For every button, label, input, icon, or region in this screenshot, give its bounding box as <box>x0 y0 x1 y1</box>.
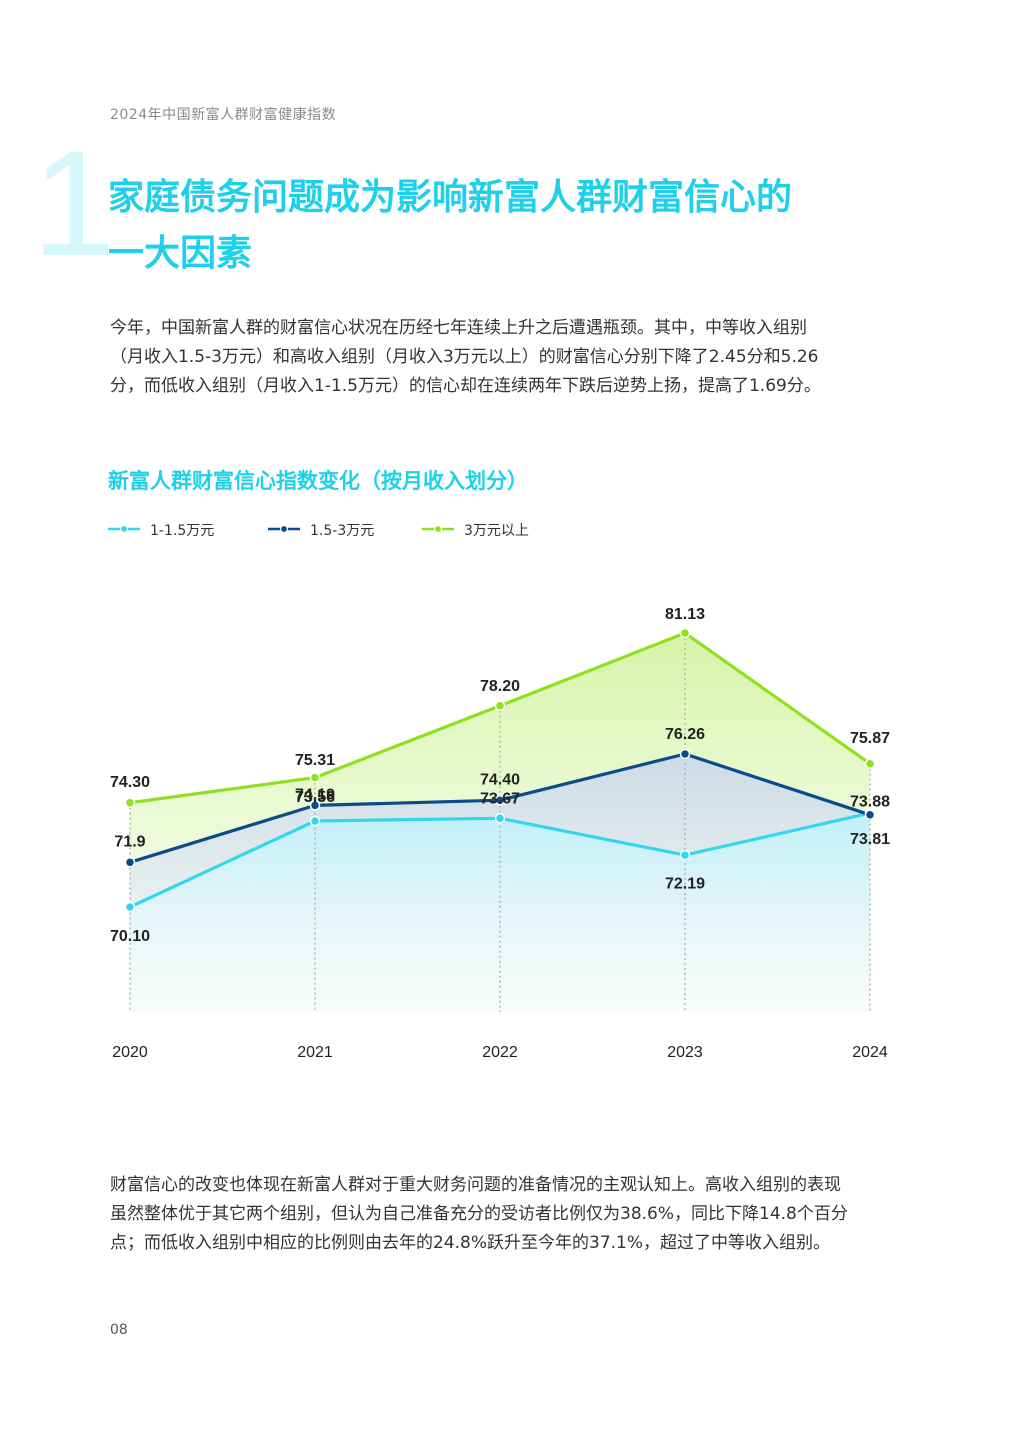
paragraph-line: 虽然整体优于其它两个组别，但认为自己准备充分的受访者比例仅为38.6%，同比下降… <box>110 1204 848 1224</box>
section-title-line-2: 一大因素 <box>108 233 253 274</box>
legend-label: 3万元以上 <box>464 523 529 539</box>
data-label: 75.31 <box>295 752 335 769</box>
x-tick-label: 2023 <box>667 1044 703 1061</box>
data-label: 78.20 <box>480 678 520 695</box>
data-point <box>679 627 691 639</box>
x-tick-label: 2024 <box>852 1044 888 1061</box>
data-label: 73.56 <box>295 789 335 806</box>
data-point <box>124 797 136 808</box>
data-point <box>679 849 691 861</box>
data-label: 71.9 <box>114 834 145 851</box>
x-tick-label: 2021 <box>297 1044 333 1061</box>
paragraph-line: 点；而低收入组别中相应的比例则由去年的24.8%跃升至今年的37.1%，超过了中… <box>110 1233 831 1253</box>
legend-marker-icon <box>108 524 140 534</box>
data-point <box>864 758 876 769</box>
section-title: 家庭债务问题成为影响新富人群财富信心的 一大因素 <box>108 170 908 282</box>
data-point <box>679 748 691 760</box>
data-label: 75.87 <box>850 730 890 747</box>
running-header: 2024年中国新富人群财富健康指数 <box>110 107 337 123</box>
data-point <box>494 794 506 806</box>
data-label: 73.81 <box>850 831 890 848</box>
chart-title: 新富人群财富信心指数变化（按月收入划分） <box>108 469 528 493</box>
paragraph-line: 财富信心的改变也体现在新富人群对于重大财务问题的准备情况的主观认知上。高收入组别… <box>110 1175 841 1195</box>
data-label: 72.19 <box>665 875 705 892</box>
data-point <box>309 815 321 827</box>
data-label: 74.30 <box>110 774 150 791</box>
section-number: 1 <box>32 119 116 287</box>
confidence-line-chart: 70.10 73.56 73.67 72.19 73.88 71.9 74.19 74.40 7… <box>110 606 890 1061</box>
legend-label: 1.5-3万元 <box>310 523 375 539</box>
data-label: 74.19 <box>295 787 335 804</box>
data-point <box>864 809 876 821</box>
page-number: 08 <box>110 1322 128 1338</box>
legend-marker-icon <box>268 524 300 534</box>
intro-paragraph: 今年，中国新富人群的财富信心状况在历经七年连续上升之后遭遇瓶颈。其中，中等收入组… <box>110 314 900 401</box>
data-label: 73.88 <box>850 793 890 810</box>
data-label: 74.40 <box>480 771 520 788</box>
data-point <box>309 800 321 811</box>
data-point <box>124 857 136 868</box>
legend-marker-icon <box>422 524 454 534</box>
data-label: 70.10 <box>110 928 150 945</box>
data-label: 73.67 <box>480 791 520 808</box>
section-title-line-1: 家庭债务问题成为影响新富人群财富信心的 <box>108 177 793 218</box>
x-tick-label: 2022 <box>482 1044 518 1061</box>
paragraph-line: 分，而低收入组别（月收入1-1.5万元）的信心却在连续两年下跌后逆势上扬，提高了… <box>110 376 821 396</box>
data-point <box>494 813 506 824</box>
closing-paragraph: 财富信心的改变也体现在新富人群对于重大财务问题的准备情况的主观认知上。高收入组别… <box>110 1171 900 1258</box>
paragraph-line: 今年，中国新富人群的财富信心状况在历经七年连续上升之后遭遇瓶颈。其中，中等收入组… <box>110 318 807 338</box>
x-tick-label: 2020 <box>112 1044 148 1061</box>
paragraph-line: （月收入1.5-3万元）和高收入组别（月收入3万元以上）的财富信心分别下降了2.… <box>110 347 819 367</box>
legend-label: 1-1.5万元 <box>150 523 215 539</box>
data-label: 76.26 <box>665 726 705 743</box>
data-point <box>494 700 506 712</box>
data-point <box>309 772 321 783</box>
data-point <box>124 901 136 913</box>
data-label: 81.13 <box>665 606 705 623</box>
